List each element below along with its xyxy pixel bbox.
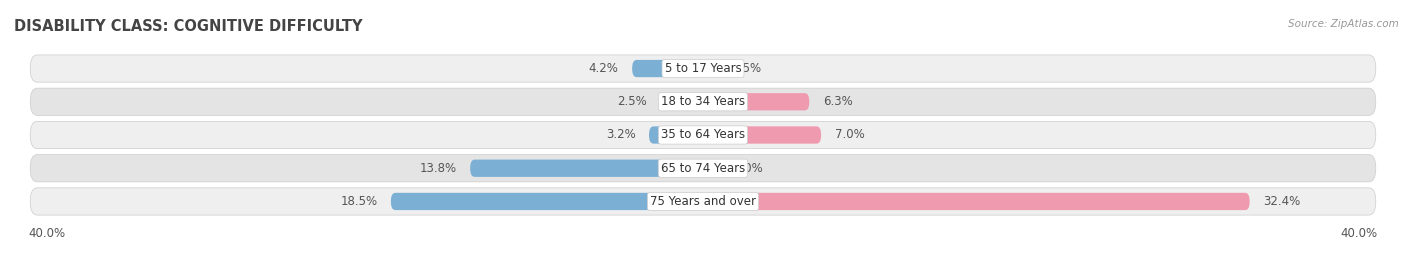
Text: 75 Years and over: 75 Years and over	[650, 195, 756, 208]
Text: Source: ZipAtlas.com: Source: ZipAtlas.com	[1288, 19, 1399, 29]
Text: 0.45%: 0.45%	[724, 62, 761, 75]
Text: 1.0%: 1.0%	[734, 162, 763, 175]
Text: 5 to 17 Years: 5 to 17 Years	[665, 62, 741, 75]
Text: 18 to 34 Years: 18 to 34 Years	[661, 95, 745, 108]
Text: 18.5%: 18.5%	[340, 195, 377, 208]
Text: 32.4%: 32.4%	[1263, 195, 1301, 208]
FancyBboxPatch shape	[703, 160, 720, 177]
Text: 4.2%: 4.2%	[589, 62, 619, 75]
Text: 40.0%: 40.0%	[1341, 227, 1378, 239]
Text: 7.0%: 7.0%	[835, 129, 865, 141]
FancyBboxPatch shape	[470, 160, 703, 177]
FancyBboxPatch shape	[391, 193, 703, 210]
FancyBboxPatch shape	[703, 193, 1250, 210]
FancyBboxPatch shape	[703, 126, 821, 144]
Text: 35 to 64 Years: 35 to 64 Years	[661, 129, 745, 141]
FancyBboxPatch shape	[703, 60, 710, 77]
FancyBboxPatch shape	[30, 122, 1376, 148]
Legend: Male, Female: Male, Female	[645, 266, 761, 270]
FancyBboxPatch shape	[30, 188, 1376, 215]
Text: 13.8%: 13.8%	[419, 162, 457, 175]
Text: 2.5%: 2.5%	[617, 95, 647, 108]
Text: 65 to 74 Years: 65 to 74 Years	[661, 162, 745, 175]
FancyBboxPatch shape	[661, 93, 703, 110]
FancyBboxPatch shape	[30, 55, 1376, 82]
Text: 40.0%: 40.0%	[28, 227, 65, 239]
Text: 6.3%: 6.3%	[823, 95, 852, 108]
FancyBboxPatch shape	[703, 93, 810, 110]
FancyBboxPatch shape	[30, 155, 1376, 182]
FancyBboxPatch shape	[633, 60, 703, 77]
FancyBboxPatch shape	[650, 126, 703, 144]
Text: DISABILITY CLASS: COGNITIVE DIFFICULTY: DISABILITY CLASS: COGNITIVE DIFFICULTY	[14, 19, 363, 34]
Text: 3.2%: 3.2%	[606, 129, 636, 141]
FancyBboxPatch shape	[30, 88, 1376, 115]
